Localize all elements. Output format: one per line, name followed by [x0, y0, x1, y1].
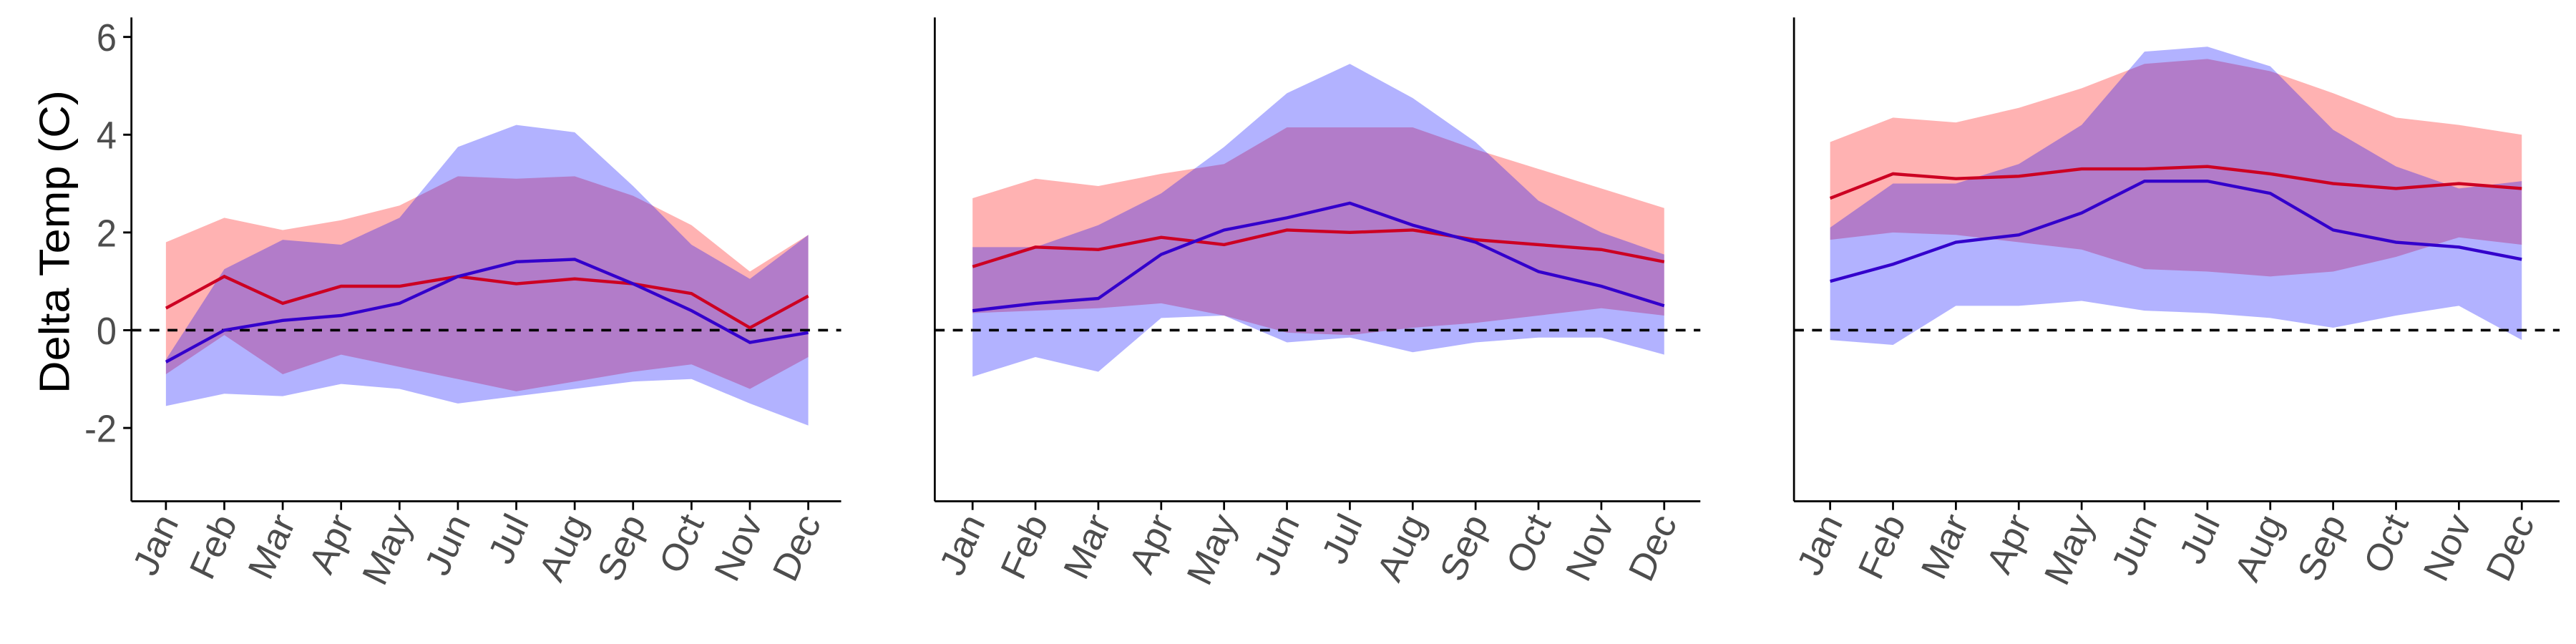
x-tick-label: Oct — [652, 507, 712, 580]
x-tick-label: Jun — [1246, 508, 1307, 582]
x-tick-label: Apr — [1979, 508, 2039, 580]
x-tick-label: Aug — [532, 508, 595, 587]
line — [972, 201, 1665, 313]
line — [165, 258, 809, 364]
band — [165, 176, 809, 391]
x-tick-label: Oct — [2356, 507, 2416, 580]
x-tick-label: Jun — [417, 508, 478, 582]
x-tick-label: Oct — [1499, 507, 1559, 580]
x-tick-label: Aug — [2228, 508, 2291, 587]
line — [165, 274, 809, 330]
x-tick-label: Apr — [1121, 508, 1181, 580]
x-tick-label: Nov — [1558, 508, 1622, 587]
y-tick-label: 2 — [97, 213, 117, 255]
line — [1830, 179, 2522, 283]
line — [1829, 165, 2522, 200]
band — [165, 125, 809, 426]
x-tick-label: Sep — [1433, 508, 1496, 587]
x-tick-label: Feb — [993, 508, 1056, 586]
x-tick-label: May — [1179, 508, 1244, 592]
x-tick-label: Dec — [766, 508, 829, 587]
x-tick-label: Feb — [182, 508, 245, 586]
y-tick-label: 0 — [97, 311, 117, 353]
x-tick-label: Mar — [1056, 508, 1119, 586]
x-tick-label: Dec — [2479, 508, 2542, 587]
x-tick-label: Jul — [2172, 508, 2228, 570]
x-tick-label: Jul — [481, 508, 537, 570]
x-tick-label: Jun — [2104, 508, 2165, 582]
x-tick-label: Mar — [1914, 508, 1977, 586]
x-tick-label: May — [2037, 508, 2102, 592]
band — [972, 64, 1664, 377]
x-tick-label: Jul — [1314, 508, 1370, 570]
x-tick-label: Dec — [1621, 508, 1685, 587]
line — [972, 228, 1665, 268]
x-tick-label: Nov — [707, 508, 771, 587]
y-axis-label: Delta Temp (C) — [31, 90, 79, 394]
x-tick-label: May — [355, 508, 420, 592]
x-tick-label: Aug — [1370, 508, 1433, 587]
band — [1830, 47, 2522, 345]
y-tick-label: 4 — [97, 114, 117, 157]
x-tick-label: Sep — [590, 508, 654, 587]
x-tick-label: Jan — [1790, 508, 1850, 582]
y-tick-label: -2 — [84, 408, 117, 451]
x-tick-label: Nov — [2416, 508, 2479, 587]
x-tick-label: Mar — [240, 508, 303, 586]
y-tick-label: 6 — [97, 17, 117, 60]
x-tick-label: Apr — [301, 508, 361, 580]
x-tick-label: Feb — [1851, 508, 1914, 586]
x-tick-label: Jan — [125, 508, 186, 582]
x-tick-label: Sep — [2290, 508, 2354, 587]
x-tick-label: Jan — [932, 508, 993, 582]
